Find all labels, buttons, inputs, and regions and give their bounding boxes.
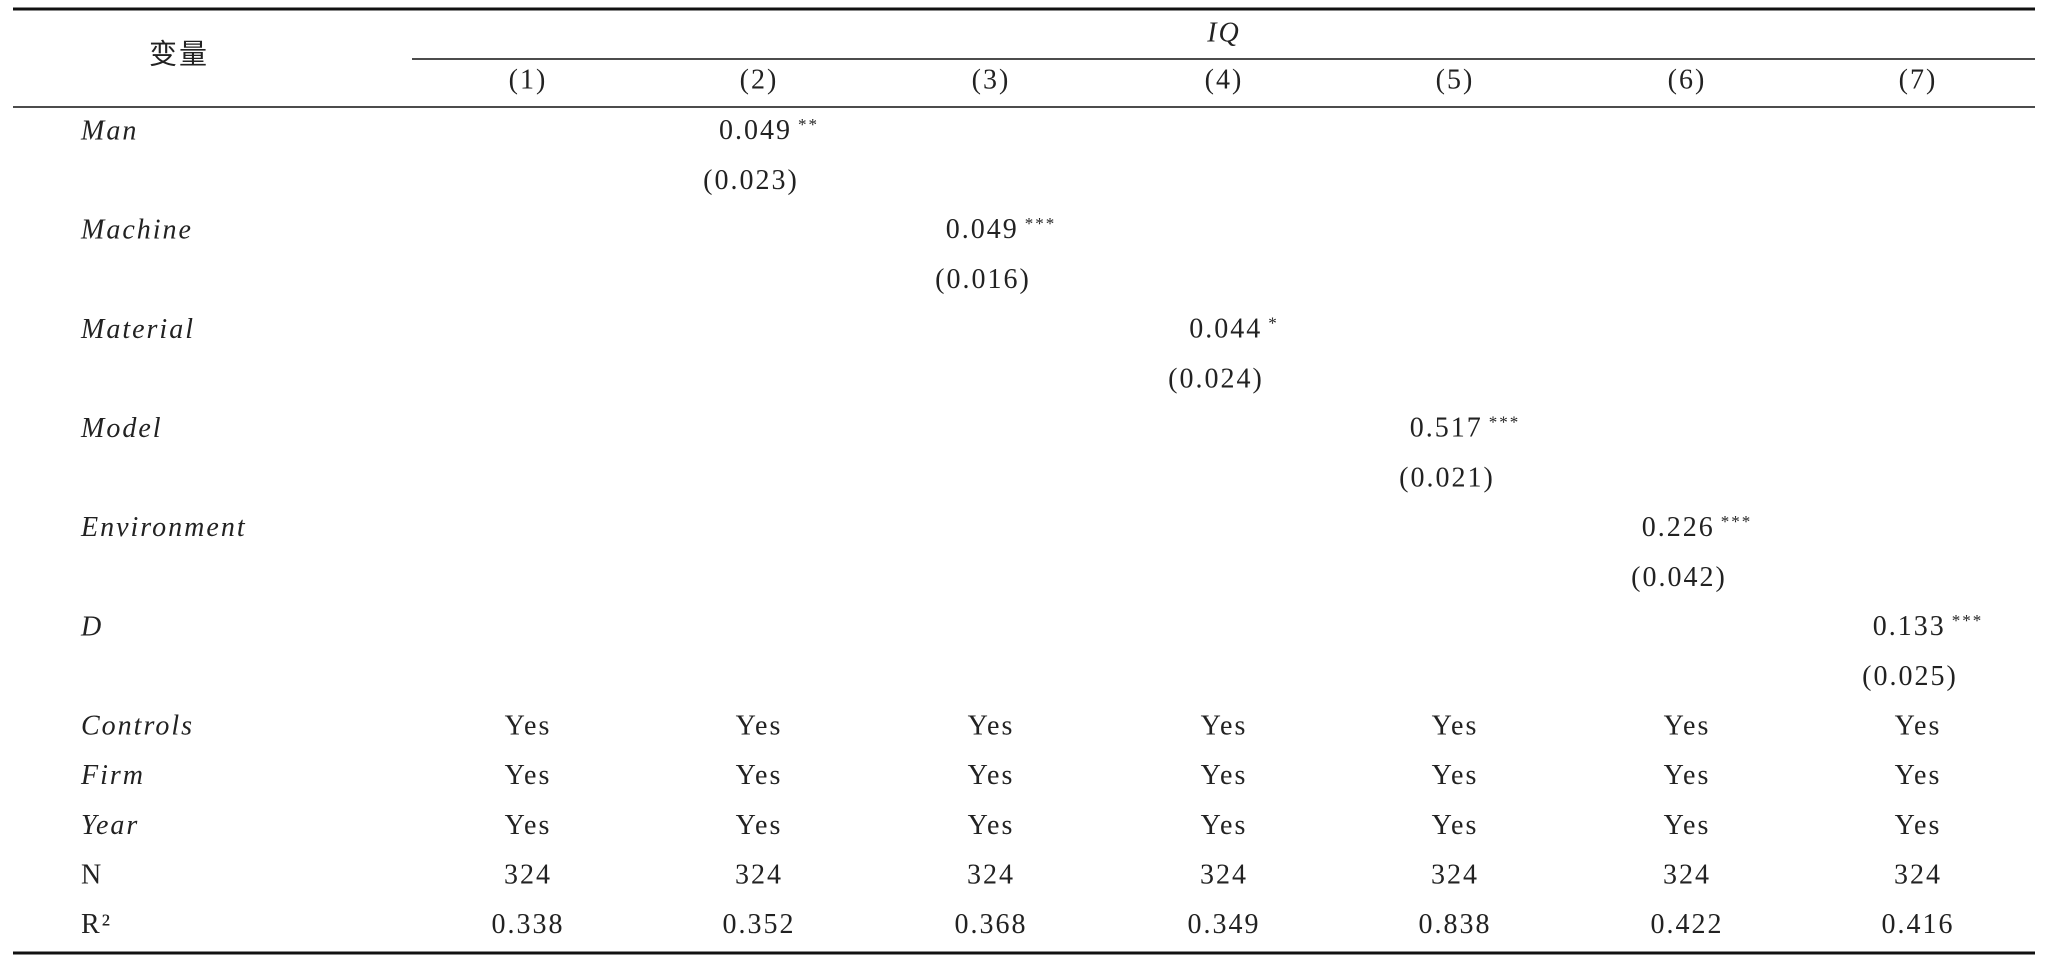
group-header: IQ	[1206, 17, 1241, 48]
cell: 0.352	[723, 909, 796, 940]
cell: 324	[1663, 859, 1711, 890]
estimate: 0.044	[1189, 314, 1262, 345]
cell: Yes	[1432, 760, 1479, 791]
row-label: Firm	[80, 760, 145, 791]
cell: 324	[735, 859, 783, 890]
cell: Yes	[505, 760, 552, 791]
variable-label: Material	[80, 314, 195, 345]
cell: 324	[504, 859, 552, 890]
column-header: (7)	[1899, 64, 1938, 95]
variable-label: Model	[80, 413, 163, 444]
cell: Yes	[1432, 711, 1479, 742]
column-header: (1)	[509, 64, 548, 95]
column-header: (5)	[1436, 64, 1475, 95]
standard-error: (0.023)	[703, 165, 799, 196]
estimate: 0.049	[719, 115, 792, 146]
column-header: (2)	[740, 64, 779, 95]
variable-label: Environment	[80, 512, 247, 543]
cell: Yes	[505, 810, 552, 841]
cell: Yes	[968, 810, 1015, 841]
stars: ***	[1025, 214, 1057, 233]
estimate: 0.517	[1410, 413, 1483, 444]
coefficient: 0.049 ***	[946, 214, 1057, 246]
corner-header: 变量	[149, 38, 209, 70]
coefficient: 0.133 ***	[1873, 611, 1984, 643]
row-label: Controls	[81, 711, 194, 742]
cell: 324	[1200, 859, 1248, 890]
column-header: (6)	[1668, 64, 1707, 95]
cell: 324	[1431, 859, 1479, 890]
cell: Yes	[1432, 810, 1479, 841]
row-label: N	[81, 859, 103, 890]
estimate: 0.049	[946, 215, 1019, 246]
cell: Yes	[968, 711, 1015, 742]
coefficient: 0.517 ***	[1410, 413, 1521, 445]
stars: ***	[1952, 611, 1984, 630]
estimate: 0.226	[1642, 512, 1715, 543]
variable-label: D	[80, 611, 103, 642]
cell: Yes	[736, 711, 783, 742]
cell: 0.416	[1882, 909, 1955, 940]
standard-error: (0.021)	[1399, 463, 1495, 494]
coefficient: 0.226 ***	[1642, 512, 1753, 544]
cell: Yes	[736, 760, 783, 791]
cell: Yes	[1664, 760, 1711, 791]
cell: 0.368	[955, 909, 1028, 940]
cell: Yes	[968, 760, 1015, 791]
cell: 0.422	[1651, 909, 1724, 940]
cell: Yes	[1201, 760, 1248, 791]
variable-label: Machine	[80, 215, 193, 246]
cell: Yes	[1201, 810, 1248, 841]
cell: Yes	[505, 711, 552, 742]
row-label: R²	[81, 909, 112, 940]
cell: 324	[967, 859, 1015, 890]
cell: Yes	[1664, 711, 1711, 742]
row-label: Year	[81, 810, 139, 841]
cell: Yes	[1895, 810, 1942, 841]
estimate: 0.133	[1873, 611, 1946, 642]
cell: 0.838	[1419, 909, 1492, 940]
cell: Yes	[1895, 711, 1942, 742]
variable-label: Man	[80, 115, 138, 146]
cell: Yes	[1201, 711, 1248, 742]
coefficient: 0.044 *	[1189, 313, 1279, 345]
column-header: (3)	[972, 64, 1011, 95]
standard-error: (0.042)	[1631, 562, 1727, 593]
stars: ***	[1489, 413, 1521, 432]
standard-error: (0.025)	[1862, 661, 1958, 692]
cell: 324	[1894, 859, 1942, 890]
coefficient: 0.049 **	[719, 115, 819, 147]
cell: 0.349	[1188, 909, 1261, 940]
cell: Yes	[1664, 810, 1711, 841]
cell: 0.338	[492, 909, 565, 940]
column-header: (4)	[1205, 64, 1244, 95]
stars: ***	[1721, 512, 1753, 531]
cell: Yes	[736, 810, 783, 841]
cell: Yes	[1895, 760, 1942, 791]
stars: **	[798, 115, 819, 134]
standard-error: (0.016)	[935, 264, 1031, 295]
stars: *	[1268, 313, 1279, 332]
standard-error: (0.024)	[1168, 363, 1264, 394]
